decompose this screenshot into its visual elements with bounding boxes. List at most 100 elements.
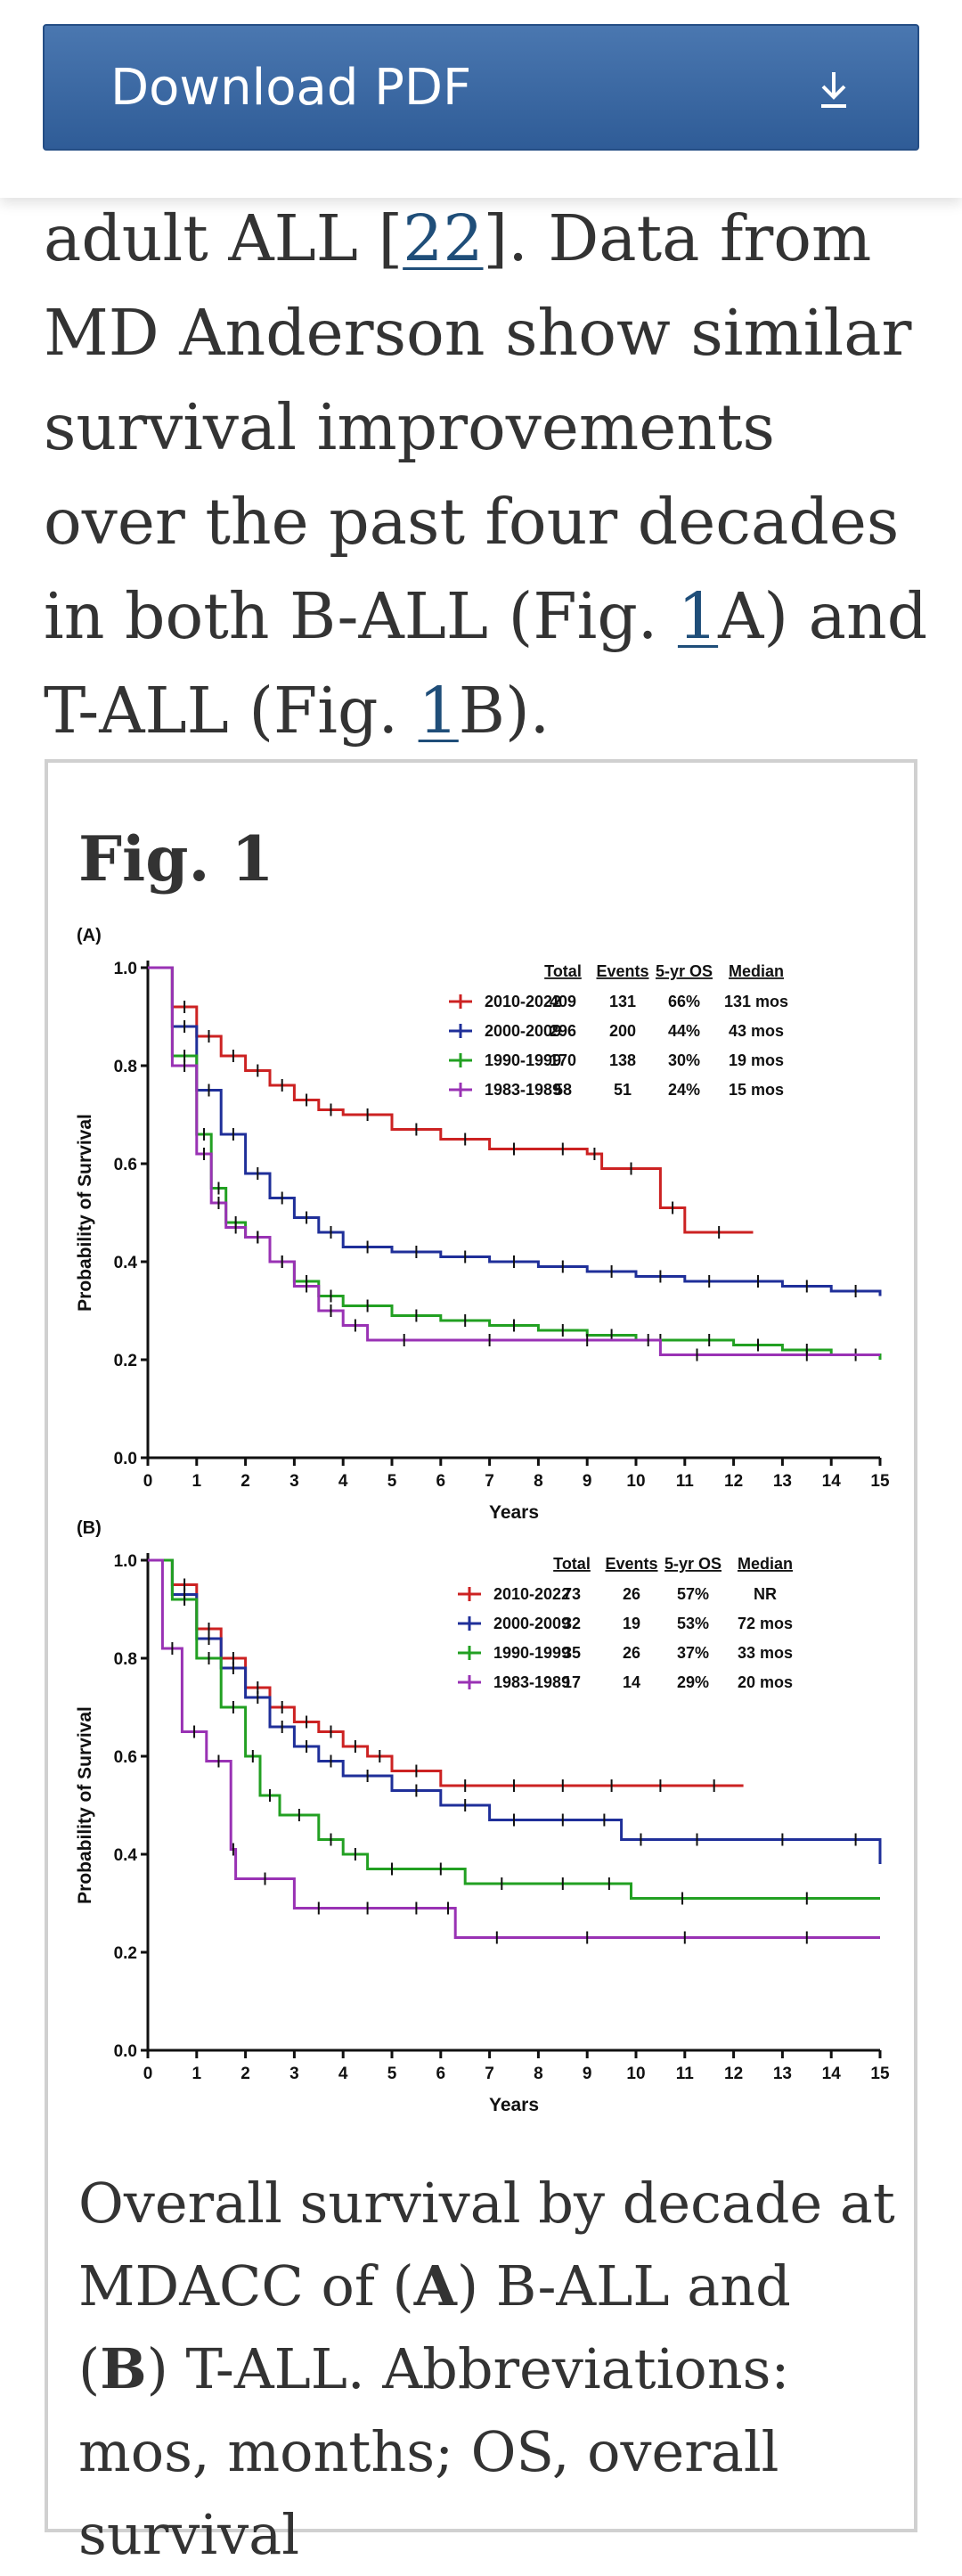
x-tick-label: 6 (436, 2065, 446, 2083)
paragraph-text: adult ALL [ (44, 201, 404, 275)
x-axis-label: Years (489, 1502, 539, 1523)
legend-total: 32 (563, 1615, 581, 1632)
legend-label: 2000-2009 (493, 1615, 570, 1632)
legend-total: 17 (563, 1673, 581, 1691)
x-tick-label: 2 (240, 1472, 250, 1491)
y-tick-label: 0.4 (114, 1254, 138, 1272)
x-tick-label: 7 (485, 1472, 494, 1491)
x-tick-label: 7 (485, 2065, 494, 2083)
x-tick-label: 1 (192, 2065, 202, 2083)
panel-label: (A) (77, 926, 102, 945)
legend-os: 57% (677, 1585, 709, 1603)
x-tick-label: 0 (143, 1472, 153, 1491)
legend-os: 24% (668, 1081, 700, 1099)
legend-events: 19 (623, 1615, 640, 1632)
censor-marks-1983-1989 (171, 1642, 808, 1944)
figure-title: Fig. 1 (78, 823, 274, 895)
table-header-median: Median (729, 962, 784, 980)
caption-panel-a: A (413, 2253, 457, 2318)
survival-charts[interactable]: (A)0.00.20.40.60.81.00 1 2 3 4 5 6 7 8 9 10 11 12 13 1… (48, 914, 914, 2144)
y-axis-label: Probability of Survival (75, 1114, 95, 1312)
x-tick-label: 14 (822, 2065, 842, 2083)
x-tick-label: 0 (143, 2065, 153, 2083)
x-tick-label: 5 (387, 1472, 397, 1491)
legend-total: 170 (550, 1051, 576, 1069)
x-tick-label: 8 (534, 2065, 543, 2083)
series-line-2010-2022 (148, 966, 754, 1234)
x-tick-label: 5 (387, 2065, 397, 2083)
x-tick-label: 10 (626, 1472, 645, 1491)
legend-median: NR (754, 1585, 777, 1603)
paragraph-text: B). (458, 674, 550, 748)
download-pdf-button[interactable]: Download PDF (43, 24, 919, 151)
figure-link-1b[interactable]: 1 (418, 674, 459, 748)
article-paragraph: adult ALL [22]. Data from MD Anderson sh… (44, 192, 934, 758)
reference-link-22[interactable]: 22 (403, 201, 484, 275)
legend-os: 29% (677, 1673, 709, 1691)
x-tick-label: 14 (822, 1472, 842, 1491)
figure-caption: Overall survival by decade at MDACC of (… (78, 2162, 898, 2576)
legend-os: 37% (677, 1644, 709, 1662)
caption-panel-b: B (100, 2336, 147, 2401)
y-tick-label: 0.6 (114, 1748, 137, 1767)
x-tick-label: 6 (436, 1472, 446, 1491)
top-bar: Download PDF (0, 0, 962, 198)
censor-marks-2000-2009 (183, 1020, 857, 1297)
table-header-os: 5-yr OS (656, 962, 713, 980)
x-tick-label: 10 (626, 2065, 645, 2083)
chart-panel-a: (A)0.00.20.40.60.81.00 1 2 3 4 5 6 7 8 9 10 11 12 13 1… (75, 926, 890, 1523)
y-tick-label: 0.8 (114, 1650, 137, 1669)
y-tick-label: 0.2 (114, 1944, 137, 1963)
legend-median: 20 mos (738, 1673, 793, 1691)
table-header-events: Events (596, 962, 648, 980)
legend-events: 200 (609, 1022, 636, 1040)
series-line-2010-2022 (148, 1558, 744, 1787)
legend-total: 58 (554, 1081, 572, 1099)
paragraph-text: A) and T-ALL (Fig. (44, 579, 928, 748)
download-pdf-label: Download PDF (110, 59, 472, 117)
legend-median: 43 mos (729, 1022, 784, 1040)
x-tick-label: 15 (870, 1472, 890, 1491)
legend-os: 53% (677, 1615, 709, 1632)
x-tick-label: 2 (240, 2065, 250, 2083)
table-header-os: 5-yr OS (664, 1555, 722, 1573)
legend-os: 66% (668, 993, 700, 1010)
y-tick-label: 0.6 (114, 1156, 137, 1174)
x-tick-label: 12 (724, 2065, 743, 2083)
y-tick-label: 0.8 (114, 1058, 137, 1076)
figure-container: Fig. 1 (A) 0.0 0.2 0.4 0.6 0.8 1.0 0 1 2 3 4 5 6 7 8 9 10… (45, 759, 917, 2567)
x-axis-label: Years (489, 2095, 539, 2115)
table-header-events: Events (605, 1555, 657, 1573)
legend-total: 296 (550, 1022, 576, 1040)
x-tick-label: 9 (583, 2065, 592, 2083)
x-tick-label: 9 (583, 1472, 592, 1491)
legend-label: 1990-1999 (493, 1644, 570, 1662)
legend-label: 2000-2009 (485, 1022, 561, 1040)
x-tick-label: 13 (773, 1472, 792, 1491)
x-tick-label: 4 (338, 2065, 348, 2083)
legend-label: 2010-2022 (493, 1585, 570, 1603)
x-tick-label: 3 (289, 2065, 299, 2083)
y-tick-label: 0.0 (114, 2042, 137, 2061)
censor-marks-1983-1989 (183, 1059, 808, 1362)
chart-panel-b: (B)0.00.20.40.60.81.00 1 2 3 4 5 6 7 8 9 10 11 12 13 1… (75, 1518, 890, 2115)
legend-median: 72 mos (738, 1615, 793, 1632)
x-tick-label: 4 (338, 1472, 348, 1491)
legend-events: 131 (609, 993, 636, 1010)
legend-os: 30% (668, 1051, 700, 1069)
legend-events: 26 (623, 1644, 640, 1662)
censor-marks-1990-1999 (183, 1593, 808, 1905)
legend-events: 51 (614, 1081, 632, 1099)
legend-total: 73 (563, 1585, 581, 1603)
x-tick-label: 8 (534, 1472, 543, 1491)
figure-link-1a[interactable]: 1 (677, 579, 719, 653)
legend-median: 33 mos (738, 1644, 793, 1662)
legend-label: 1983-1989 (493, 1673, 570, 1691)
legend-label: 2010-2022 (485, 993, 561, 1010)
legend-median: 131 mos (724, 993, 788, 1010)
y-tick-label: 0.0 (114, 1450, 137, 1468)
panel-label: (B) (77, 1518, 102, 1538)
x-tick-label: 3 (289, 1472, 299, 1491)
caption-text: ) T-ALL. Abbreviations: mos, months; OS,… (78, 2336, 790, 2567)
paragraph-text: ]. Data from MD Anderson show similar su… (44, 201, 912, 653)
